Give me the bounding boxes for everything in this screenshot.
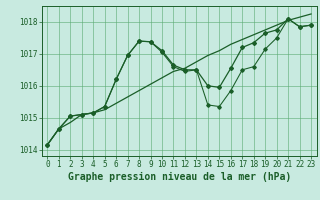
X-axis label: Graphe pression niveau de la mer (hPa): Graphe pression niveau de la mer (hPa) bbox=[68, 172, 291, 182]
